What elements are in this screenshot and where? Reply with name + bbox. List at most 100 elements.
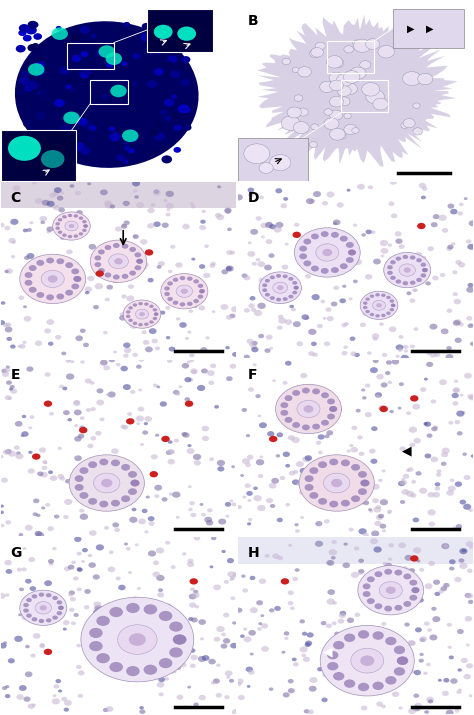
Circle shape [50, 475, 57, 481]
Circle shape [450, 679, 457, 684]
Circle shape [425, 453, 431, 458]
Circle shape [32, 617, 37, 621]
Circle shape [221, 550, 226, 553]
Circle shape [4, 560, 12, 566]
Circle shape [266, 222, 273, 227]
Circle shape [35, 277, 40, 280]
Circle shape [360, 480, 369, 486]
Circle shape [15, 453, 24, 459]
Circle shape [6, 365, 10, 368]
Circle shape [387, 265, 393, 270]
Circle shape [289, 305, 294, 308]
Circle shape [371, 230, 375, 234]
Circle shape [469, 546, 474, 549]
Circle shape [324, 109, 332, 115]
Circle shape [374, 521, 382, 526]
Circle shape [65, 262, 73, 268]
Circle shape [368, 185, 373, 189]
Circle shape [46, 593, 52, 597]
Circle shape [252, 262, 257, 266]
Circle shape [255, 394, 261, 398]
Circle shape [293, 388, 301, 394]
Circle shape [61, 67, 69, 73]
Circle shape [452, 393, 459, 398]
Circle shape [56, 294, 64, 300]
Circle shape [390, 260, 396, 265]
Circle shape [128, 495, 134, 500]
Circle shape [288, 435, 295, 440]
Circle shape [148, 516, 155, 521]
Circle shape [76, 644, 81, 647]
Circle shape [114, 528, 120, 532]
Circle shape [160, 401, 167, 407]
Circle shape [40, 605, 47, 611]
Circle shape [459, 202, 464, 206]
Circle shape [381, 314, 386, 317]
Circle shape [394, 676, 402, 682]
Circle shape [158, 692, 164, 696]
Circle shape [4, 270, 9, 273]
Circle shape [171, 669, 177, 674]
Circle shape [379, 322, 384, 326]
Circle shape [100, 189, 108, 195]
Circle shape [0, 643, 7, 649]
Circle shape [264, 554, 270, 558]
Circle shape [248, 192, 254, 197]
Circle shape [141, 265, 147, 270]
Circle shape [164, 99, 174, 107]
Circle shape [327, 192, 335, 197]
Circle shape [385, 637, 396, 645]
Circle shape [157, 682, 164, 688]
Circle shape [358, 630, 369, 638]
Circle shape [264, 348, 271, 353]
Bar [393, 9, 464, 48]
Circle shape [233, 572, 239, 577]
Circle shape [69, 455, 145, 511]
Circle shape [423, 671, 428, 675]
Circle shape [310, 492, 319, 499]
Circle shape [246, 491, 253, 496]
Circle shape [107, 258, 112, 262]
Circle shape [413, 103, 420, 109]
Bar [238, 537, 473, 563]
Circle shape [187, 686, 191, 689]
Circle shape [90, 381, 95, 385]
Circle shape [358, 488, 367, 495]
Circle shape [109, 132, 121, 141]
Circle shape [86, 408, 91, 412]
Circle shape [381, 294, 386, 297]
Circle shape [22, 568, 27, 571]
Circle shape [8, 658, 15, 664]
Circle shape [420, 256, 426, 260]
Circle shape [380, 240, 388, 246]
Circle shape [430, 352, 437, 358]
Circle shape [305, 455, 312, 461]
Circle shape [33, 633, 40, 638]
Circle shape [53, 191, 60, 196]
Circle shape [88, 554, 92, 557]
Circle shape [28, 468, 35, 473]
Circle shape [116, 363, 120, 366]
Circle shape [462, 411, 465, 414]
Circle shape [188, 508, 193, 511]
Circle shape [284, 417, 292, 423]
Circle shape [394, 672, 401, 677]
Circle shape [406, 490, 414, 497]
Circle shape [217, 460, 225, 466]
Circle shape [448, 485, 456, 491]
Circle shape [406, 292, 411, 295]
Circle shape [232, 352, 238, 357]
Circle shape [190, 578, 198, 585]
Circle shape [175, 262, 182, 267]
Circle shape [68, 214, 72, 217]
Circle shape [411, 587, 419, 593]
Circle shape [235, 194, 243, 200]
Circle shape [173, 300, 178, 305]
Circle shape [341, 500, 350, 506]
Circle shape [109, 254, 128, 269]
Circle shape [401, 489, 409, 495]
Circle shape [244, 308, 250, 312]
Circle shape [248, 303, 255, 308]
Circle shape [182, 363, 189, 368]
Circle shape [466, 316, 473, 320]
